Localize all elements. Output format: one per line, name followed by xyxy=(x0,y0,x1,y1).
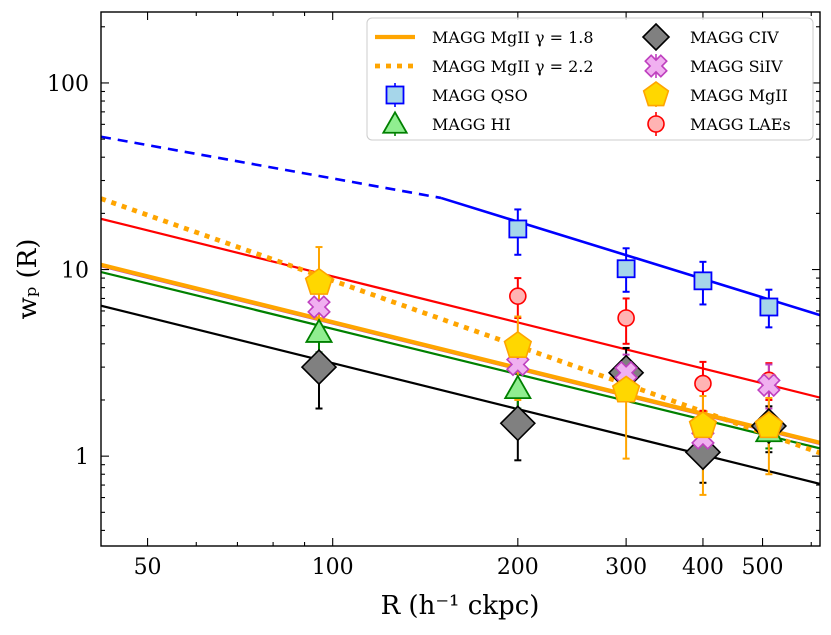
legend-label-magg-civ: MAGG CIV xyxy=(690,28,779,47)
magg-civ-point-0 xyxy=(300,348,338,386)
magg-qso-point-0 xyxy=(508,219,528,239)
magg-siiv-point-0 xyxy=(307,295,331,319)
legend-marker-magg-civ xyxy=(641,22,671,52)
legend-marker-magg-qso xyxy=(385,85,405,105)
legend-label-magg-siiv: MAGG SiIV xyxy=(690,57,783,76)
fit-line-magg-qso-fit-seg-0 xyxy=(101,135,442,200)
legend-marker-magg-siiv xyxy=(644,54,668,78)
magg-laes-point-2 xyxy=(694,374,712,393)
magg-hi-point-1 xyxy=(503,374,532,400)
fit-line-magg-mgii-1-8-seg-0 xyxy=(101,262,820,445)
magg-qso-point-3 xyxy=(759,297,779,317)
magg-mgii-point-1 xyxy=(503,330,533,358)
magg-laes-point-1 xyxy=(617,309,635,327)
x-tick-label: 200 xyxy=(497,555,539,580)
fit-line-magg-qso-fit-seg-1 xyxy=(440,196,820,317)
legend-label-magg-qso: MAGG QSO xyxy=(432,86,528,105)
x-tick-label: 100 xyxy=(312,555,354,580)
x-axis-title: R (h⁻¹ ckpc) xyxy=(381,591,540,621)
legend: MAGG MgII γ = 1.8 MAGG MgII γ = 2.2 MAGG Q… xyxy=(366,17,814,141)
magg-civ-point-1 xyxy=(499,405,536,442)
magg-mgii-point-3 xyxy=(688,411,718,439)
x-tick-label: 300 xyxy=(605,555,647,580)
magg-qso-point-1 xyxy=(616,259,636,279)
legend-label-magg-mgii-2-2: MAGG MgII γ = 2.2 xyxy=(432,57,594,76)
magg-mgii-point-2 xyxy=(611,375,641,403)
magg-hi-point-0 xyxy=(304,318,334,343)
y-tick-label: 1 xyxy=(75,445,89,470)
axis-ticks: 50 100 200 300 400 500 1 10 100 xyxy=(47,12,820,580)
magg-mgii-point-0 xyxy=(304,267,334,295)
y-axis-title: wₚ (R) xyxy=(13,239,43,320)
legend-label-magg-mgii-1-8: MAGG MgII γ = 1.8 xyxy=(432,28,594,47)
plot-frame xyxy=(100,11,821,547)
y-tick-label: 100 xyxy=(47,72,89,97)
markers xyxy=(300,219,788,471)
magg-qso-point-2 xyxy=(693,271,713,291)
y-tick-label: 10 xyxy=(61,259,89,284)
x-tick-label: 50 xyxy=(134,555,162,580)
x-tick-label: 400 xyxy=(682,555,724,580)
magg-mgii-point-4 xyxy=(754,411,784,439)
legend-box xyxy=(366,17,814,141)
magg-siiv-point-4 xyxy=(757,373,781,398)
legend-label-magg-mgii: MAGG MgII xyxy=(690,86,788,105)
legend-label-magg-laes: MAGG LAEs xyxy=(690,115,791,134)
legend-label-magg-hi: MAGG HI xyxy=(432,115,511,134)
legend-marker-magg-mgii xyxy=(642,81,670,107)
magg-laes-point-0 xyxy=(509,287,527,305)
x-tick-label: 500 xyxy=(742,555,784,580)
fit-line-magg-laes-fit-seg-0 xyxy=(101,217,820,399)
legend-marker-magg-laes xyxy=(647,115,665,133)
legend-marker-magg-hi xyxy=(381,110,409,134)
